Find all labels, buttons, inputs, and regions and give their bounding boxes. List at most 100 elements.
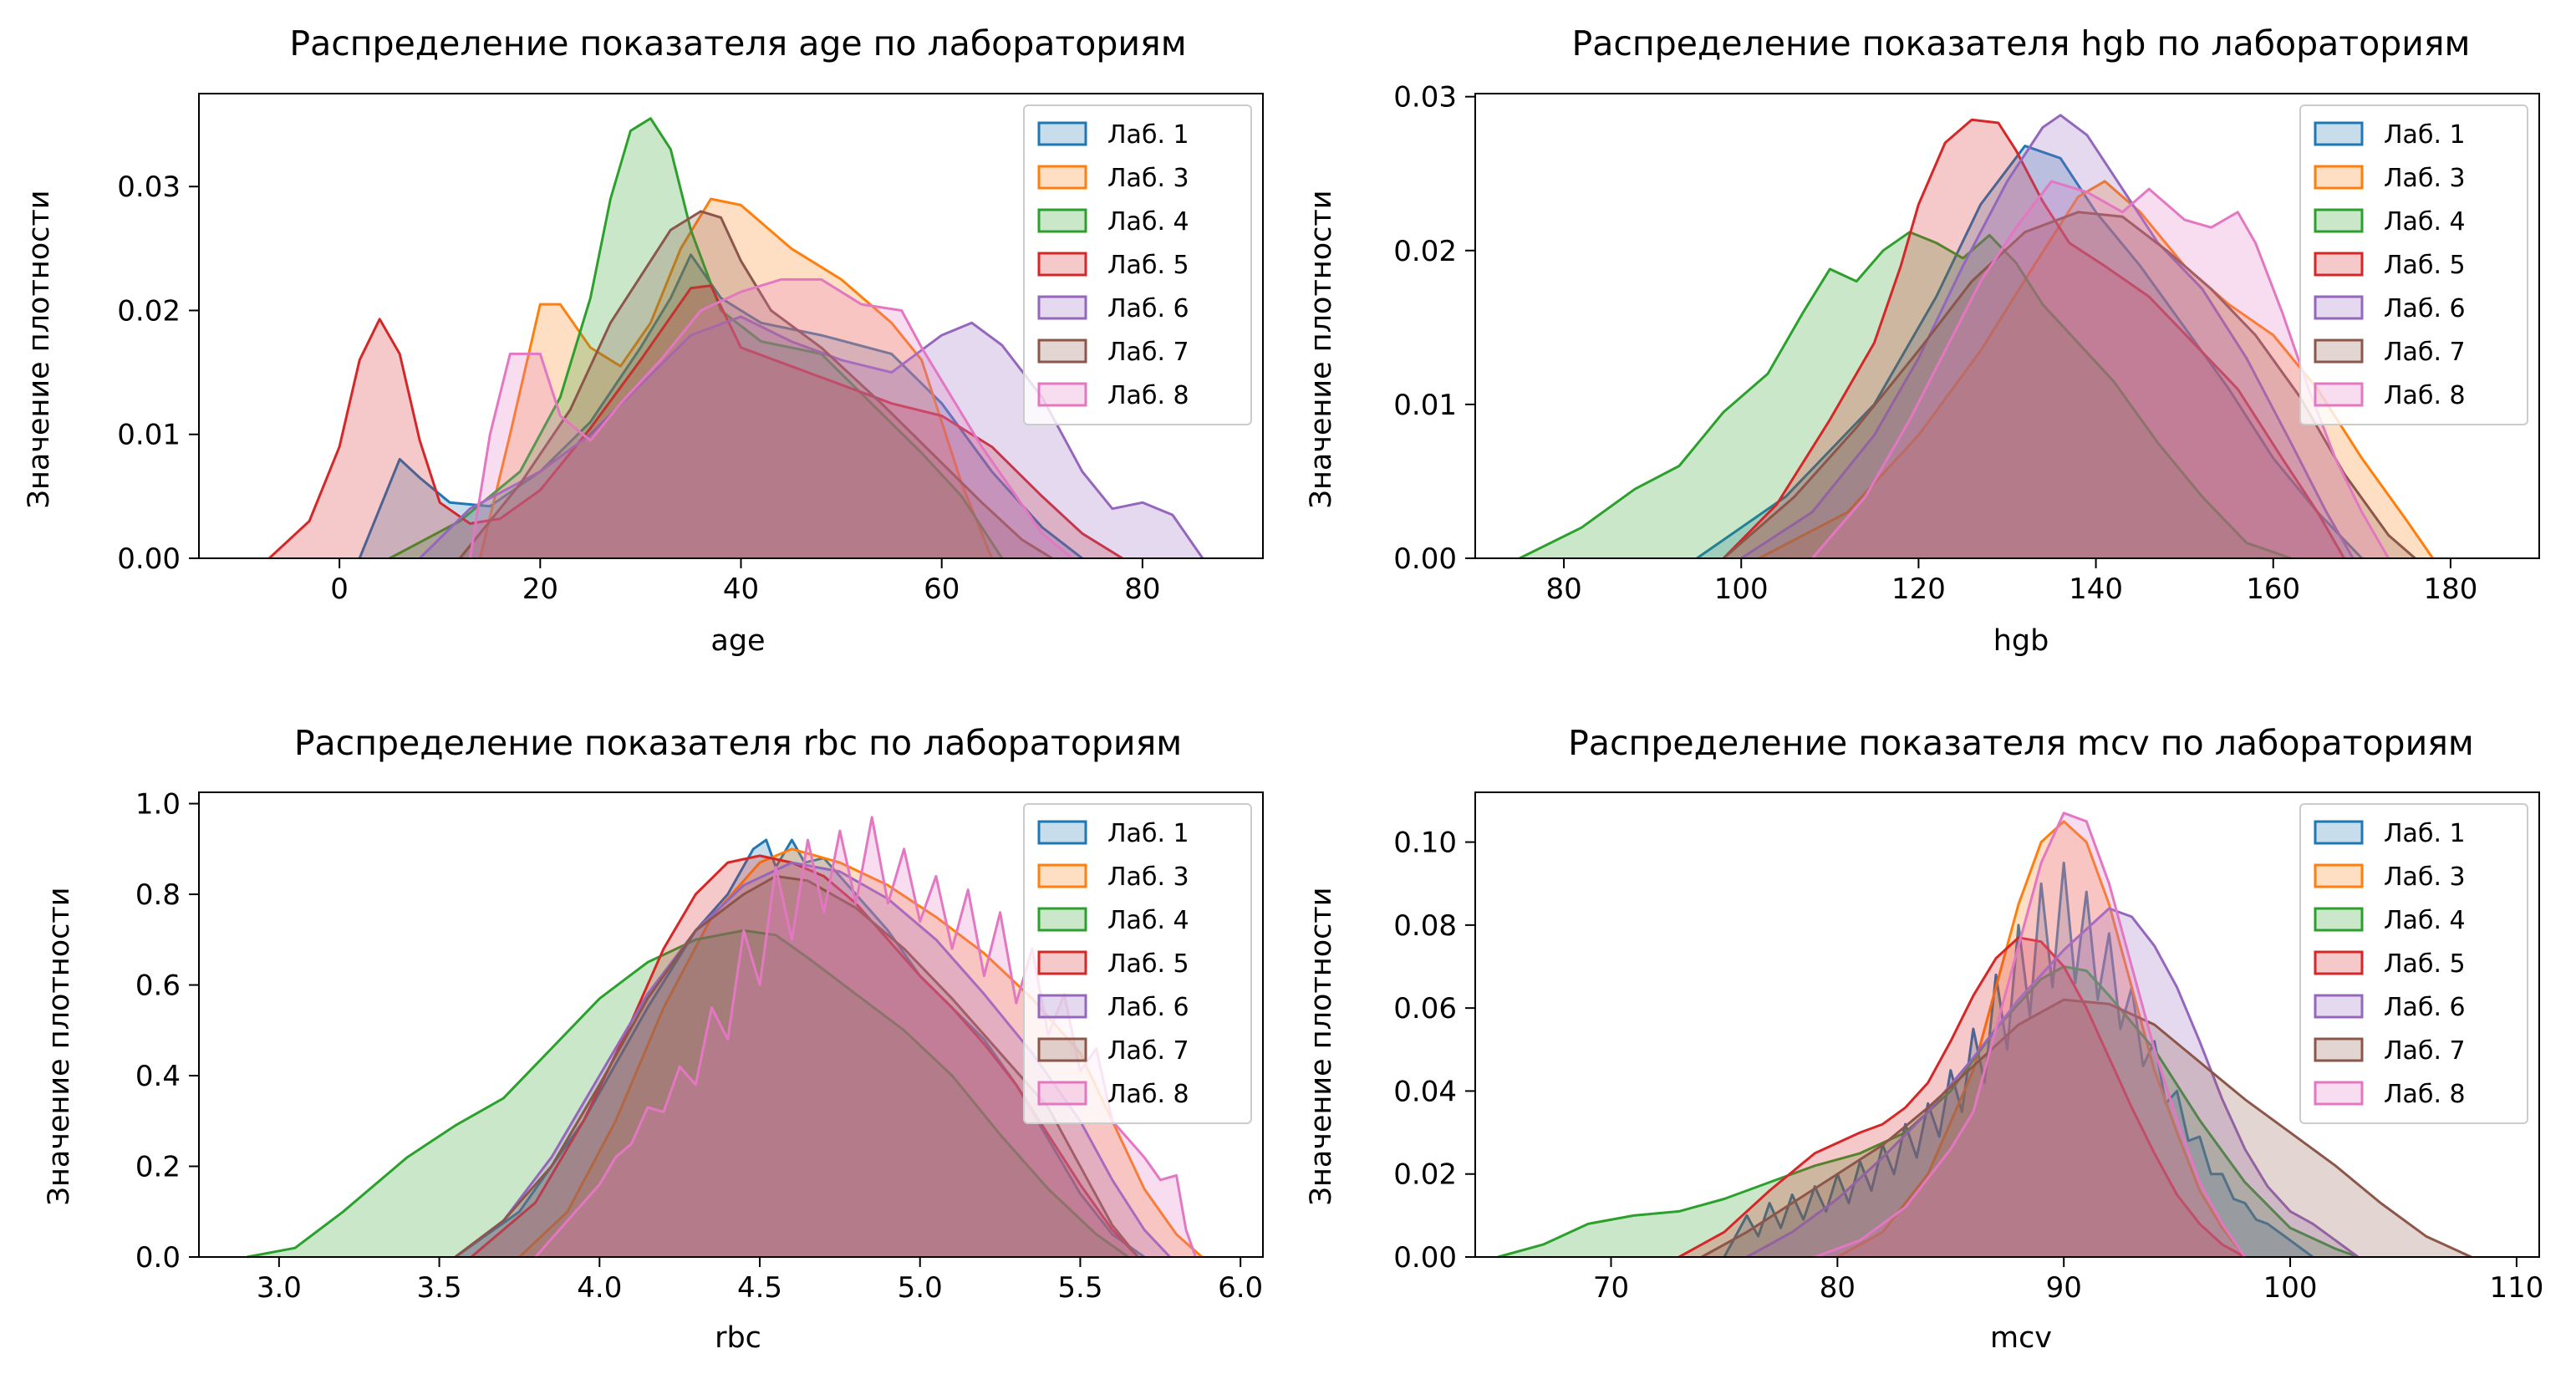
density-line-5: [419, 315, 1204, 560]
density-area-6: [455, 876, 1138, 1257]
legend-label: Лаб. 8: [2384, 381, 2466, 410]
legend-swatch: [1037, 907, 1087, 932]
x-tick-label: 180: [2423, 572, 2477, 606]
legend-label: Лаб. 3: [2384, 164, 2466, 193]
density-area-1: [359, 254, 1082, 558]
legend-frame: [1023, 104, 1252, 425]
legend-label: Лаб. 4: [2384, 207, 2466, 237]
x-tick-label: 60: [924, 572, 960, 606]
plot-area: [1497, 812, 2472, 1259]
chart-title: Распределение показателя hgb по лаборато…: [1572, 23, 2471, 64]
axes-frame: [198, 93, 1264, 559]
density-area-5: [1747, 908, 2359, 1257]
density-area-6: [460, 211, 1052, 558]
legend-swatch: [2314, 208, 2364, 233]
x-tick-label: 140: [2069, 572, 2123, 606]
legend-label: Лаб. 4: [1107, 906, 1189, 935]
density-area-1: [455, 840, 1145, 1257]
density-line-2: [478, 197, 994, 559]
density-area-3: [1498, 966, 2359, 1257]
legend-swatch: [2314, 950, 2364, 975]
x-axis-label: age: [710, 624, 765, 658]
legend-swatch: [1037, 1037, 1087, 1062]
axes-frame: [198, 791, 1264, 1258]
panel-rbc-density: Распределение показателя rbc по лаборато…: [43, 723, 1264, 1355]
legend-label: Лаб. 6: [1107, 993, 1189, 1022]
y-tick-label: 0.01: [1393, 389, 1457, 422]
density-area-7: [1812, 181, 2389, 558]
density-line-3: [389, 117, 1004, 560]
density-line-6: [459, 210, 1053, 560]
legend-label: Лаб. 5: [2384, 949, 2466, 979]
legend-swatch: [1037, 994, 1087, 1019]
legend-label: Лаб. 6: [2384, 993, 2466, 1022]
x-tick-label: 5.0: [898, 1271, 943, 1305]
chart-title: Распределение показателя mcv по лаборато…: [1568, 723, 2474, 763]
legend-swatch: [1037, 820, 1087, 845]
chart-title: Распределение показателя age по лаборато…: [289, 23, 1186, 64]
legend-swatch: [2314, 121, 2364, 146]
legend-label: Лаб. 3: [2384, 863, 2466, 892]
density-area-5: [420, 316, 1203, 558]
x-tick-label: 110: [2489, 1271, 2543, 1305]
x-tick-label: 90: [2046, 1271, 2082, 1305]
y-axis-label: Значение плотности: [1305, 887, 1338, 1205]
legend-label: Лаб. 5: [1107, 949, 1189, 979]
density-line-4: [1722, 118, 2345, 560]
density-line-1: [1696, 145, 2363, 560]
legend-swatch: [1037, 950, 1087, 975]
legend-swatch: [1037, 1081, 1087, 1106]
legend: Лаб. 1 Лаб. 3 Лаб. 4 Лаб. 5 Лаб. 6 Лаб. 7 Лаб.…: [1023, 803, 1252, 1124]
x-tick-label: 20: [522, 572, 558, 606]
legend-label: Лаб. 1: [1107, 120, 1189, 150]
y-tick-label: 0.03: [117, 170, 181, 204]
density-line-3: [247, 929, 1129, 1259]
legend-swatch: [2314, 1037, 2364, 1062]
legend-label: Лаб. 7: [2384, 338, 2466, 367]
y-tick-label: 0.0: [135, 1241, 181, 1275]
density-area-4: [269, 285, 1123, 558]
legend-label: Лаб. 8: [1107, 1080, 1189, 1109]
density-line-7: [468, 277, 1073, 560]
plot-area: [268, 117, 1204, 560]
panel-age-density: Распределение показателя age по лаборато…: [23, 23, 1264, 658]
density-line-5: [1746, 907, 2360, 1259]
legend-swatch: [2314, 252, 2364, 277]
density-area-6: [1723, 211, 2416, 559]
y-tick-label: 0.10: [1393, 827, 1457, 860]
legend-label: Лаб. 4: [2384, 906, 2466, 935]
x-axis-label: rbc: [715, 1321, 761, 1355]
legend-swatch: [1037, 295, 1087, 320]
x-tick-label: 40: [723, 572, 759, 606]
panel-mcv-density: Распределение показателя mcv по лаборато…: [1305, 723, 2543, 1355]
legend-swatch: [1037, 863, 1087, 888]
y-tick-label: 0.2: [135, 1151, 181, 1184]
density-line-2: [1758, 180, 2434, 560]
legend-frame: [2299, 803, 2528, 1124]
legend-swatch: [1037, 165, 1087, 190]
legend-frame: [1023, 803, 1252, 1124]
density-area-2: [480, 199, 992, 558]
density-line-4: [268, 284, 1123, 560]
x-tick-label: 5.5: [1057, 1271, 1102, 1305]
legend-swatch: [2314, 863, 2364, 888]
density-area-4: [471, 855, 1138, 1257]
legend-label: Лаб. 6: [2384, 294, 2466, 323]
legend-swatch: [2314, 295, 2364, 320]
x-tick-label: 3.0: [257, 1271, 302, 1305]
y-tick-label: 1.0: [135, 788, 181, 822]
density-line-4: [470, 854, 1139, 1259]
axes-frame: [1474, 791, 2540, 1258]
density-area-2: [1759, 181, 2433, 558]
legend-swatch: [2314, 338, 2364, 364]
density-area-7: [1815, 812, 2245, 1257]
legend-label: Лаб. 6: [1107, 294, 1189, 323]
y-tick-label: 0.8: [135, 878, 181, 912]
x-tick-label: 4.5: [737, 1271, 782, 1305]
density-area-6: [1701, 1000, 2472, 1257]
density-line-3: [1519, 231, 2292, 560]
density-line-1: [358, 253, 1083, 560]
legend: Лаб. 1 Лаб. 3 Лаб. 4 Лаб. 5 Лаб. 6 Лаб. 7 Лаб.…: [2299, 803, 2528, 1124]
chart-title: Распределение показателя rbc по лаборато…: [294, 723, 1182, 763]
